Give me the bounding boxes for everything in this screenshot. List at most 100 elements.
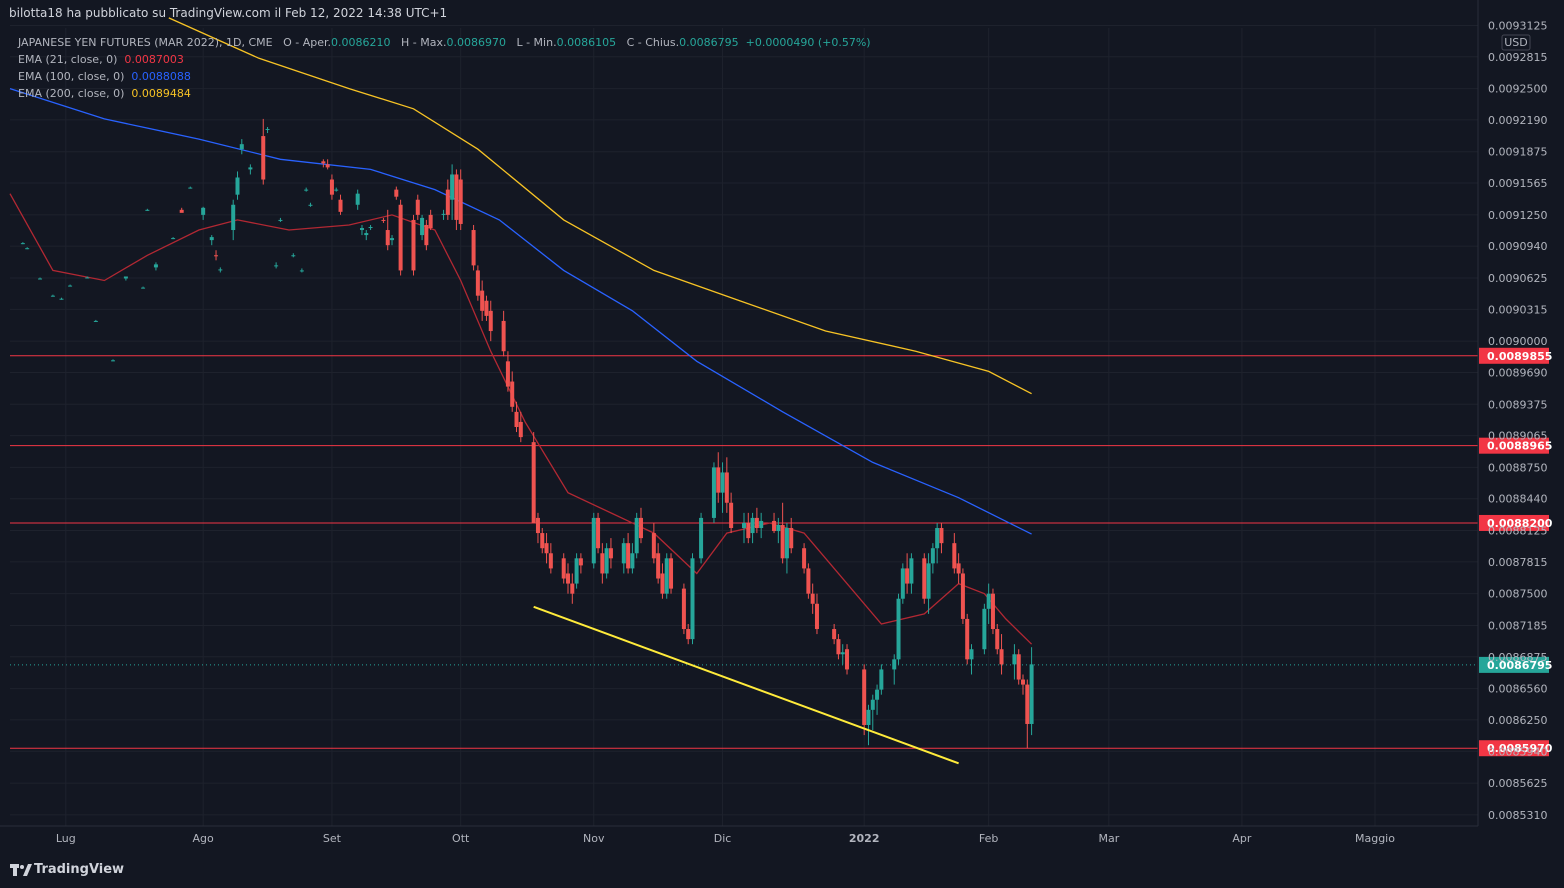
candle-body[interactable] [690, 558, 695, 640]
candle-body[interactable] [518, 421, 523, 438]
candle-body[interactable] [656, 553, 661, 579]
candle-body[interactable] [621, 543, 626, 564]
candle-body[interactable] [956, 563, 961, 574]
candle-body[interactable] [531, 442, 536, 523]
candle-body[interactable] [600, 553, 605, 574]
price-level-badge[interactable] [1479, 437, 1549, 454]
candle-body[interactable] [501, 320, 506, 352]
candle-body[interactable] [111, 360, 116, 362]
candle-body[interactable] [398, 204, 403, 271]
candle-body[interactable] [900, 568, 905, 599]
candle-body[interactable] [20, 243, 25, 245]
candle-body[interactable] [248, 167, 253, 170]
candle-body[interactable] [634, 517, 639, 554]
price-level-badge[interactable] [1479, 347, 1549, 364]
candle-body[interactable] [742, 522, 746, 529]
candle-body[interactable] [776, 524, 781, 532]
candle-body[interactable] [870, 699, 875, 710]
candle-body[interactable] [969, 649, 974, 660]
candle-body[interactable] [544, 543, 549, 554]
candle-body[interactable] [1029, 664, 1034, 724]
candle-body[interactable] [699, 517, 704, 559]
candle-body[interactable] [664, 558, 669, 594]
candle-body[interactable] [261, 136, 266, 180]
candle-body[interactable] [596, 517, 601, 549]
candle-body[interactable] [681, 588, 686, 630]
candle-body[interactable] [608, 548, 613, 559]
candle-body[interactable] [488, 310, 493, 332]
candle-body[interactable] [171, 238, 176, 240]
candle-body[interactable] [784, 528, 789, 559]
candle-body[interactable] [720, 472, 725, 493]
candle-body[interactable] [574, 558, 579, 584]
candle-body[interactable] [231, 204, 236, 231]
candle-body[interactable] [892, 659, 897, 670]
candle-body[interactable] [561, 558, 566, 579]
candle-body[interactable] [879, 669, 884, 690]
price-axis[interactable]: 0.0093125 0.0092815 0.0092500 0.0092190 0.00… [1477, 0, 1548, 826]
candle-body[interactable] [651, 533, 656, 559]
candle-body[interactable] [540, 533, 545, 549]
candle-body[interactable] [218, 269, 223, 271]
candle-body[interactable] [802, 548, 807, 569]
candle-body[interactable] [750, 517, 755, 534]
candle-body[interactable] [965, 618, 970, 660]
candle-body[interactable] [179, 209, 184, 213]
candle-body[interactable] [669, 558, 674, 589]
candle-body[interactable] [990, 593, 995, 630]
candle-body[interactable] [458, 179, 463, 224]
candle-body[interactable] [390, 238, 395, 241]
candle-body[interactable] [711, 467, 716, 518]
candle-body[interactable] [308, 204, 313, 206]
candle-body[interactable] [38, 278, 43, 280]
candle-body[interactable] [909, 558, 914, 584]
candle-body[interactable] [359, 228, 364, 231]
candle-body[interactable] [334, 189, 339, 191]
candle-body[interactable] [789, 528, 794, 549]
candle-body[interactable] [475, 270, 480, 296]
candle-body[interactable] [578, 558, 583, 566]
candle-body[interactable] [368, 226, 373, 228]
candle-body[interactable] [505, 361, 510, 387]
candle-body[interactable] [325, 164, 330, 168]
candle-body[interactable] [570, 583, 575, 594]
candle-body[interactable] [716, 467, 721, 493]
candle-body[interactable] [411, 219, 416, 271]
candle-body[interactable] [454, 174, 459, 220]
candle-body[interactable] [814, 603, 819, 630]
candle-body[interactable] [471, 230, 476, 266]
candle-body[interactable] [638, 517, 643, 539]
candle-body[interactable] [385, 230, 390, 246]
candle-body[interactable] [480, 290, 485, 311]
candle-body[interactable] [145, 209, 150, 211]
candle-body[interactable] [1021, 679, 1026, 685]
tradingview-logo-icon[interactable] [10, 862, 32, 878]
candle-body[interactable] [922, 558, 927, 599]
candle-body[interactable] [123, 276, 128, 279]
candle-body[interactable] [591, 517, 596, 564]
ema100-line[interactable] [9, 87, 1032, 535]
candle-body[interactable] [424, 224, 429, 246]
candle-body[interactable] [153, 264, 158, 268]
candle-body[interactable] [450, 174, 455, 200]
candle-body[interactable] [660, 573, 665, 594]
candle-body[interactable] [68, 285, 73, 287]
time-axis[interactable]: Lug Ago Set Ott Nov Dic 2022 Feb Mar Apr Maggio [0, 825, 1478, 845]
candle-body[interactable] [604, 548, 609, 574]
ema21-line[interactable] [9, 193, 1033, 645]
candle-body[interactable] [754, 517, 759, 529]
candle-body[interactable] [930, 548, 935, 564]
candle-body[interactable] [939, 528, 944, 544]
candle-body[interactable] [355, 193, 360, 205]
candle-body[interactable] [780, 524, 785, 559]
trendline-layer[interactable] [533, 605, 959, 765]
candle-body[interactable] [986, 593, 991, 609]
candle-body[interactable] [304, 189, 309, 191]
candle-body[interactable] [840, 652, 845, 655]
candle-body[interactable] [862, 669, 867, 725]
candle-body[interactable] [1025, 684, 1030, 724]
candle-body[interactable] [514, 411, 519, 427]
candle-body[interactable] [209, 237, 214, 241]
candle-body[interactable] [428, 214, 433, 229]
